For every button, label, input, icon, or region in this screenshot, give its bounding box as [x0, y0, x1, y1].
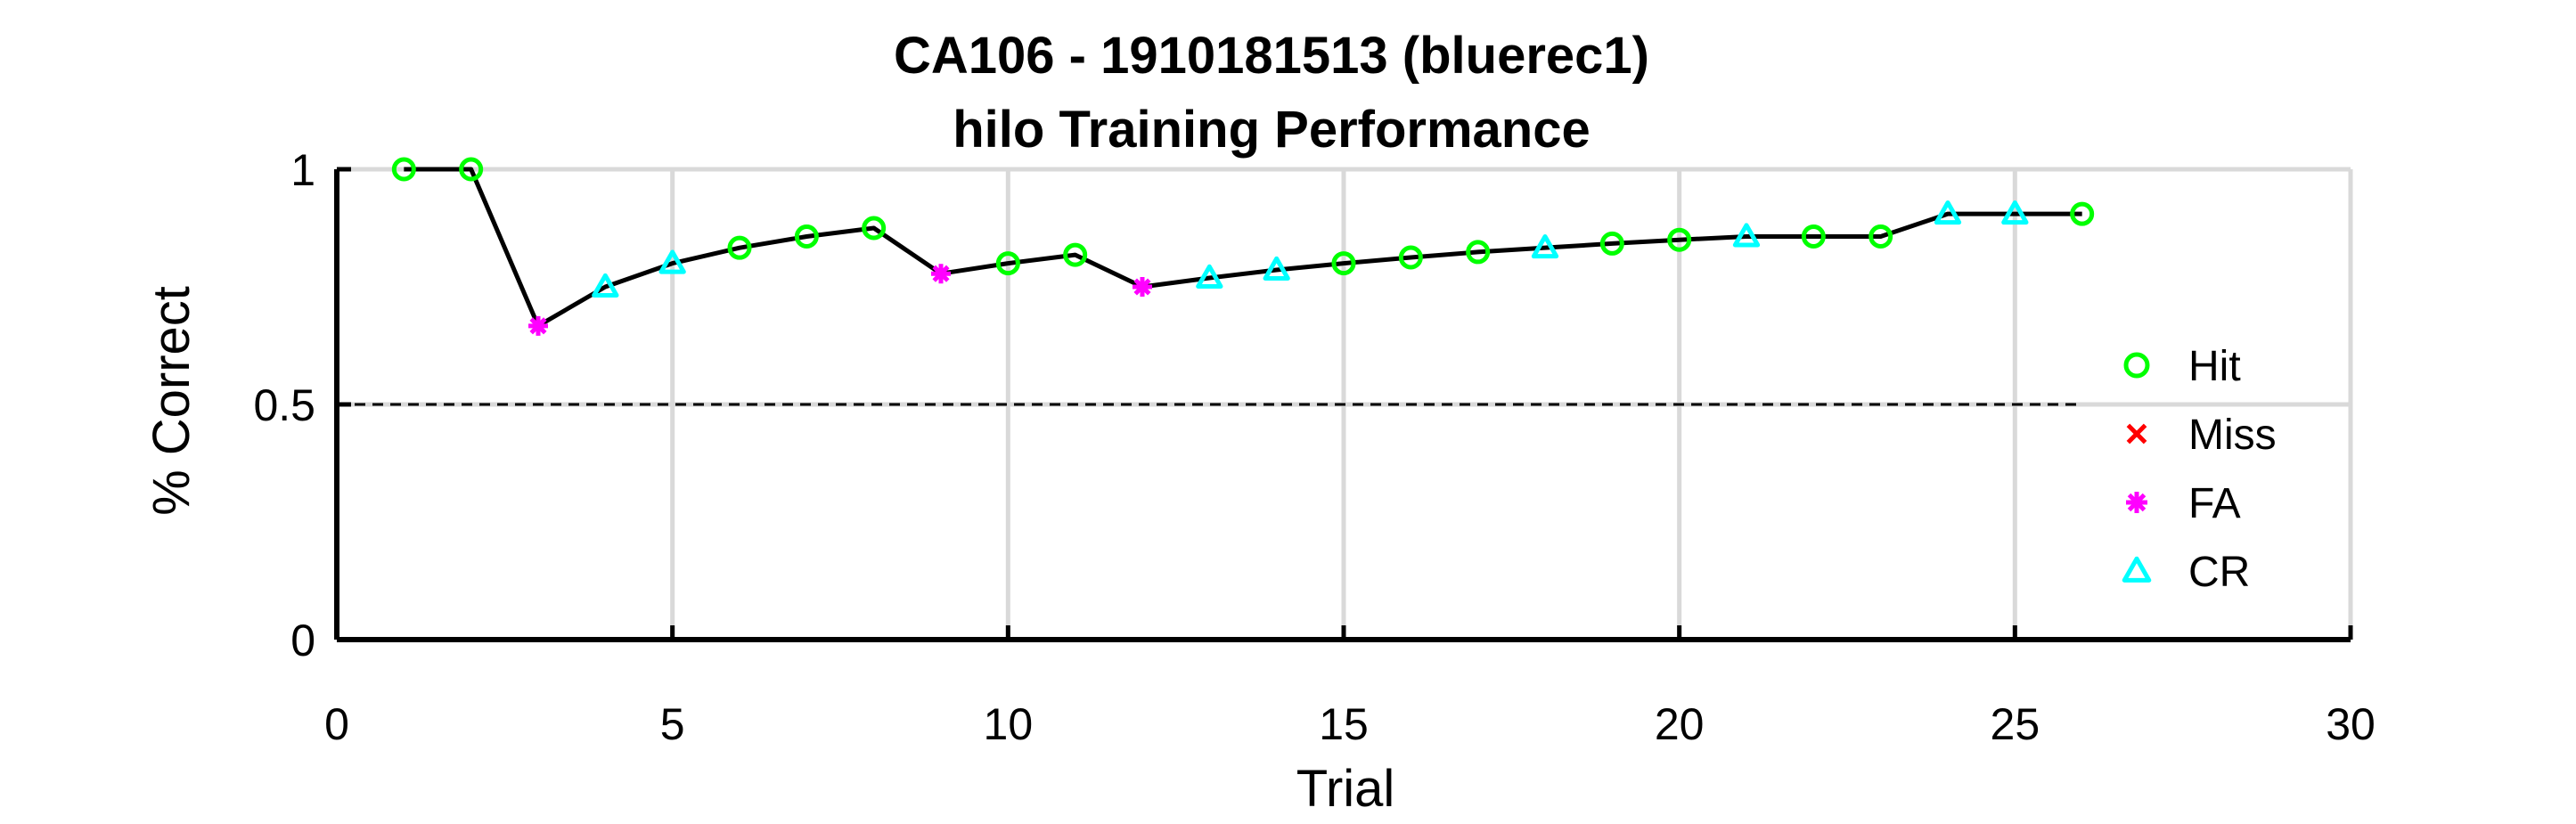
marker-cr	[592, 273, 619, 298]
x-tick-label: 30	[2326, 699, 2376, 749]
legend-label-fa: FA	[2188, 480, 2241, 527]
y-tick-label: 1	[290, 145, 315, 195]
marker-fa	[528, 315, 548, 336]
marker-hit	[2070, 201, 2095, 226]
marker-cr	[1531, 234, 1559, 259]
legend-marker-miss	[2126, 423, 2147, 445]
marker-hit	[1801, 224, 1826, 249]
marker-hit	[862, 216, 887, 241]
marker-hit	[727, 235, 752, 260]
marker-hit	[391, 157, 416, 182]
marker-fa	[1133, 277, 1152, 297]
chart-title-line2: hilo Training Performance	[953, 101, 1590, 159]
marker-hit	[1599, 231, 1624, 256]
x-tick-label: 15	[1319, 699, 1369, 749]
marker-hit	[995, 251, 1020, 276]
marker-hit	[1398, 245, 1423, 270]
x-axis-label: Trial	[1296, 760, 1395, 818]
marker-cr	[2001, 200, 2029, 225]
x-tick-label: 0	[324, 699, 349, 749]
marker-hit	[1869, 224, 1893, 249]
legend-label-miss: Miss	[2188, 412, 2277, 459]
marker-cr	[1263, 256, 1290, 281]
x-tick-label: 5	[660, 699, 685, 749]
marker-hit	[1667, 227, 1692, 252]
marker-fa	[931, 264, 951, 284]
x-tick-label: 10	[984, 699, 1034, 749]
marker-cr	[1934, 200, 1962, 225]
marker-cr	[1732, 223, 1761, 248]
marker-cr	[658, 249, 686, 274]
x-tick-label: 20	[1655, 699, 1705, 749]
legend-label-cr: CR	[2188, 549, 2250, 596]
legend-marker-cr	[2122, 556, 2152, 583]
marker-hit	[1331, 251, 1356, 276]
performance-line	[404, 167, 2082, 329]
marker-hit	[459, 157, 484, 182]
legend-label-hit: Hit	[2188, 343, 2241, 390]
x-tick-label: 25	[1991, 699, 2040, 749]
y-axis-ticks: 00.51	[253, 145, 351, 665]
x-axis-ticks: 0 5 10 15 20 25 30	[324, 625, 2376, 749]
trial-markers	[391, 157, 2095, 336]
chart-title-line1: CA106 - 1910181513 (bluerec1)	[894, 27, 1649, 85]
legend: Hit Miss FA CR	[2122, 343, 2277, 596]
y-tick-label: 0.5	[253, 380, 315, 430]
marker-hit	[1063, 242, 1088, 267]
legend-marker-hit	[2123, 352, 2150, 379]
marker-cr	[1196, 264, 1223, 289]
y-axis-label: % Correct	[143, 286, 200, 516]
legend-marker-fa	[2126, 492, 2147, 513]
y-tick-label: 0	[290, 616, 315, 665]
marker-hit	[1466, 240, 1491, 265]
marker-hit	[794, 224, 819, 249]
